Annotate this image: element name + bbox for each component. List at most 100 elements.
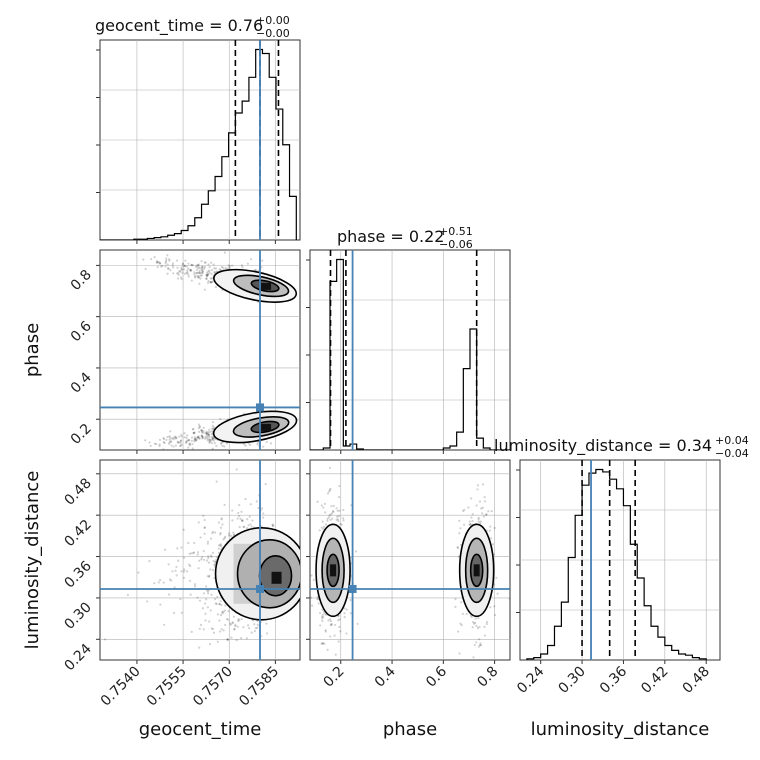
sample-point — [193, 440, 196, 443]
sample-point — [162, 436, 165, 440]
title-geocent-time-minus: −0.00 — [256, 27, 290, 40]
injection-marker — [256, 403, 264, 412]
sample-point — [495, 663, 497, 665]
sample-point — [229, 534, 232, 537]
sample-point — [162, 448, 165, 450]
sample-point — [190, 263, 193, 266]
sample-point — [197, 263, 200, 266]
sample-point — [224, 604, 227, 607]
sample-point — [209, 281, 213, 284]
sample-point — [319, 611, 322, 615]
sample-point — [193, 541, 196, 545]
sample-point — [334, 623, 337, 627]
sample-point — [203, 602, 207, 605]
sample-point — [207, 433, 210, 436]
sample-point — [241, 266, 244, 269]
sample-point — [207, 556, 210, 560]
y-tick-label: 0.4 — [68, 369, 95, 396]
sample-point — [180, 611, 183, 614]
sample-point — [211, 420, 215, 424]
sample-point — [193, 583, 197, 586]
sample-point — [126, 593, 130, 597]
sample-point — [166, 272, 169, 275]
sample-point — [250, 525, 253, 528]
sample-point — [335, 507, 338, 510]
sample-point — [211, 430, 214, 433]
sample-point — [197, 263, 200, 266]
sample-point — [168, 259, 171, 262]
sample-point — [250, 631, 253, 634]
sample-point — [183, 436, 186, 439]
sample-point — [483, 625, 486, 628]
sample-point — [231, 264, 234, 267]
sample-point — [162, 441, 165, 444]
sample-point — [223, 537, 226, 540]
sample-point — [205, 430, 208, 433]
sample-point — [163, 623, 166, 626]
sample-point — [508, 597, 510, 600]
sample-point — [472, 656, 475, 659]
sample-point — [349, 612, 352, 615]
sample-point — [245, 637, 248, 640]
sample-point — [204, 432, 207, 435]
sample-point — [158, 438, 162, 441]
sample-point — [197, 436, 200, 439]
sample-point — [322, 525, 326, 528]
scatter-geocent-time-phase — [100, 250, 300, 450]
sample-point — [156, 261, 160, 264]
sample-point — [198, 271, 201, 274]
sample-point — [192, 431, 195, 434]
sample-point — [182, 268, 185, 271]
sample-point — [232, 615, 236, 618]
sample-point — [199, 623, 203, 627]
sample-point — [254, 268, 257, 271]
sample-point — [316, 500, 319, 503]
sample-point — [241, 519, 244, 522]
sample-point — [337, 619, 340, 622]
sample-point — [201, 607, 205, 610]
sample-point — [211, 437, 214, 440]
sample-point — [144, 267, 147, 271]
sample-point — [211, 568, 215, 572]
sample-point — [213, 267, 216, 270]
sample-point — [197, 423, 200, 426]
sample-point — [211, 532, 214, 535]
sample-point — [214, 598, 217, 601]
sample-point — [193, 437, 196, 441]
sample-point — [148, 560, 151, 563]
sample-point — [205, 432, 209, 435]
sample-point — [193, 436, 197, 439]
x-tick-label: 0.24 — [514, 663, 547, 696]
sample-point — [482, 515, 485, 518]
x-tick-label: 0.8 — [474, 664, 501, 691]
sample-point — [205, 589, 208, 592]
sample-point — [186, 434, 189, 437]
sample-point — [338, 484, 341, 488]
sample-point — [485, 620, 489, 624]
sample-point — [257, 506, 260, 510]
sample-point — [219, 630, 222, 633]
sample-point — [207, 555, 210, 558]
sample-point — [321, 520, 324, 523]
sample-point — [166, 435, 169, 439]
sample-point — [210, 272, 213, 275]
sample-point — [233, 627, 236, 631]
sample-point — [193, 275, 197, 278]
sample-point — [241, 519, 244, 523]
sample-point — [218, 602, 221, 606]
sample-point — [320, 615, 324, 618]
x-tick-label: 0.2 — [321, 664, 348, 691]
sample-point — [161, 264, 164, 268]
sample-point — [217, 544, 221, 547]
sample-point — [193, 585, 197, 588]
sample-point — [220, 628, 223, 631]
sample-point — [208, 269, 211, 272]
sample-point — [227, 618, 230, 621]
sample-point — [201, 556, 204, 559]
sample-point — [457, 555, 460, 558]
sample-point — [321, 619, 324, 623]
sample-point — [208, 643, 212, 646]
sample-point — [208, 428, 211, 431]
sample-point — [178, 435, 181, 438]
sample-point — [477, 617, 480, 620]
